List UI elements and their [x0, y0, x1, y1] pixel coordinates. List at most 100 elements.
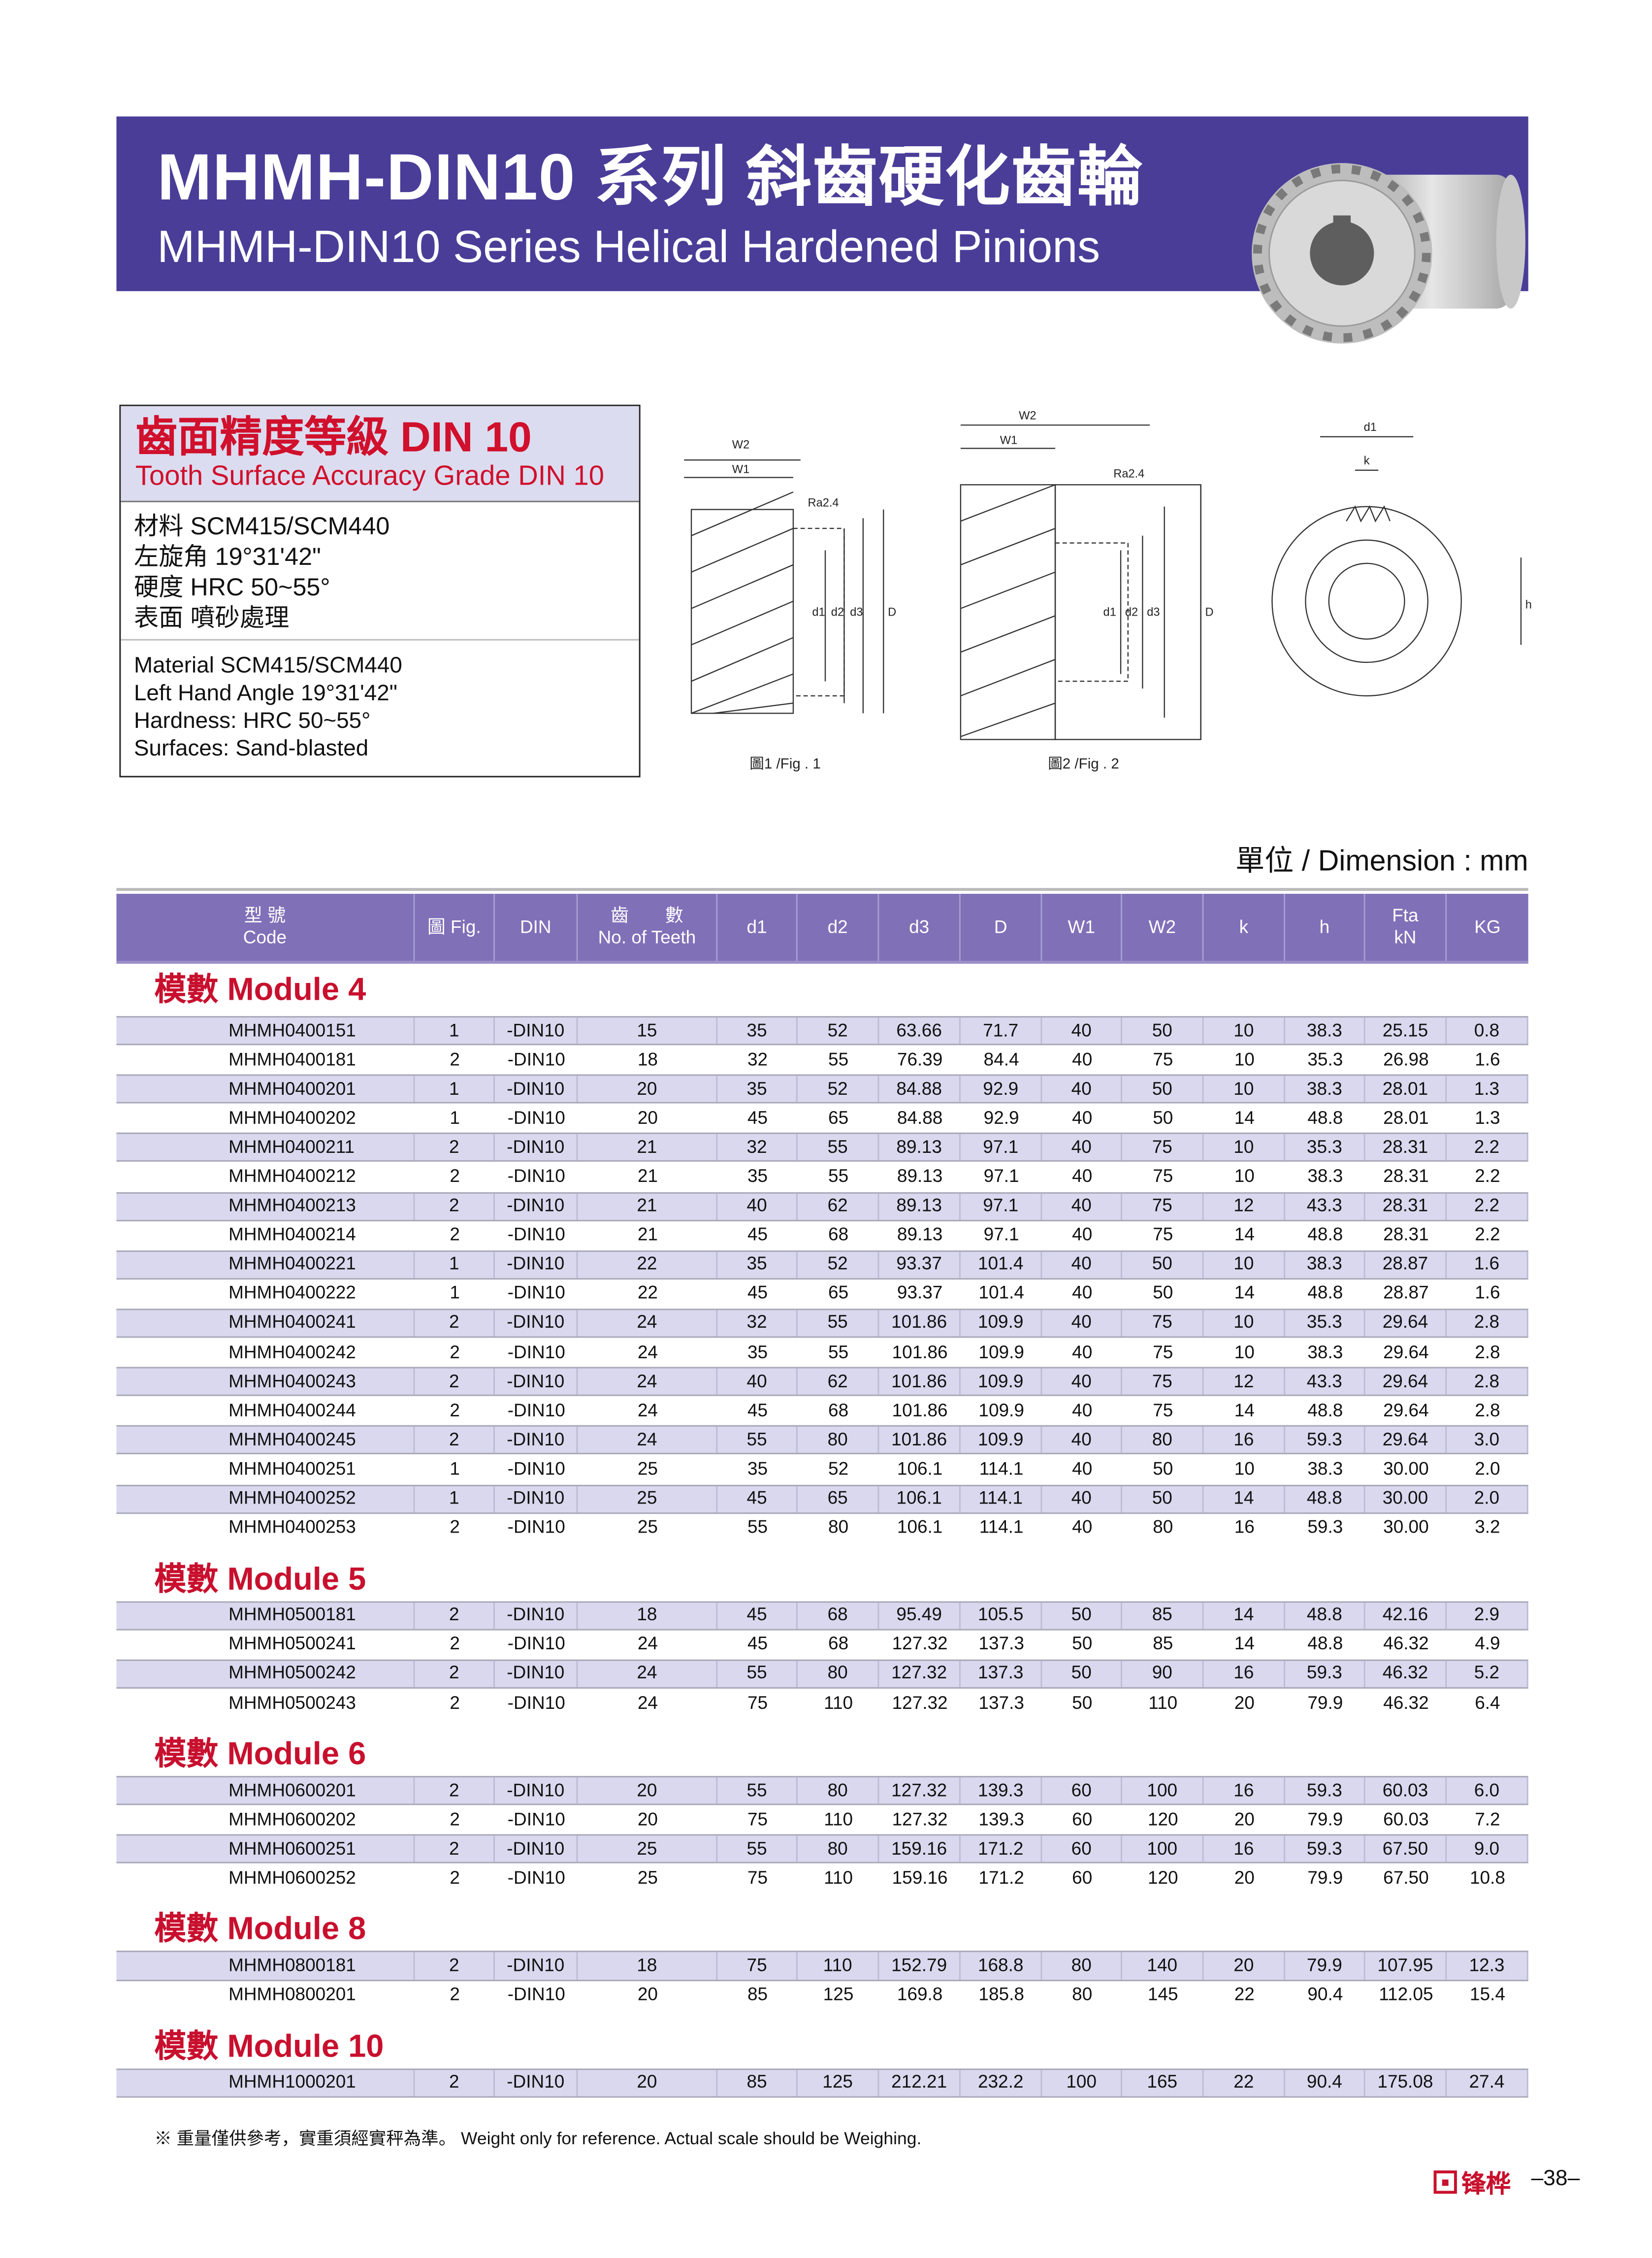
- fig2-w1-label: W1: [1000, 434, 1017, 447]
- table-row: MHMH0600202 2 -DIN10 20 75 110 127.32 139.3 60 12…: [116, 1805, 1528, 1834]
- table-cell: 48.8: [1307, 1634, 1343, 1654]
- table-cell: 60: [1042, 1836, 1122, 1863]
- fig1-ra-label: Ra2.4: [808, 497, 839, 510]
- table-cell: 27.4: [1447, 2069, 1528, 2096]
- table-cell: 10.8: [1469, 1867, 1505, 1888]
- table-cell: 185.8: [978, 1984, 1024, 2005]
- table-cell: -DIN10: [507, 1984, 565, 2005]
- table-cell: 84.88: [897, 1107, 943, 1128]
- product-code-cell: MHMH0500181: [116, 1602, 415, 1629]
- table-cell: 20: [1204, 1953, 1286, 1979]
- fig1-d1-label: d1: [812, 606, 825, 619]
- table-cell: 109.9: [961, 1310, 1042, 1337]
- column-header-en: 圖 Fig.: [427, 916, 481, 937]
- table-cell: 93.37: [879, 1251, 961, 1278]
- table-cell: 63.66: [879, 1017, 961, 1044]
- table-cell: 2: [415, 2069, 495, 2096]
- table-cell: 89.13: [897, 1166, 943, 1187]
- table-cell: 75: [1153, 1342, 1173, 1362]
- table-cell: 76.39: [897, 1049, 943, 1070]
- table-cell: 1.3: [1447, 1076, 1528, 1103]
- table-cell: 101.86: [879, 1427, 961, 1454]
- table-cell: 28.01: [1383, 1107, 1429, 1128]
- table-cell: 16: [1204, 1427, 1286, 1454]
- table-cell: 75: [1153, 1400, 1173, 1421]
- table-cell: 59.3: [1285, 1427, 1365, 1454]
- column-header-en: DIN: [519, 916, 551, 937]
- table-cell: 127.32: [892, 1692, 948, 1713]
- table-cell: 24: [578, 1427, 718, 1454]
- table-row: MHMH0400222 1 -DIN10 22 45 65 93.37 101.4 40 50 14…: [116, 1279, 1528, 1309]
- table-cell: 68: [828, 1400, 849, 1421]
- table-cell: 35: [747, 1342, 768, 1362]
- spec-angle-zh: 左旋角 19°31'42": [133, 543, 321, 571]
- product-code-cell: MHMH0400244: [228, 1400, 356, 1421]
- table-cell: 105.5: [961, 1602, 1042, 1629]
- table-cell: 40: [1072, 1458, 1093, 1479]
- table-cell: 38.3: [1285, 1251, 1365, 1278]
- table-cell: 159.16: [892, 1867, 948, 1888]
- table-cell: 169.8: [897, 1984, 943, 2005]
- table-cell: 89.13: [897, 1224, 943, 1245]
- column-header-en: Code: [243, 927, 287, 948]
- table-row: MHMH0400243 2 -DIN10 24 40 62 101.86 109.9 40 75 1…: [116, 1367, 1528, 1397]
- table-cell: 14: [1204, 1485, 1286, 1512]
- figure-2: [960, 424, 1201, 740]
- table-cell: 2: [415, 1602, 495, 1629]
- table-cell: 2.8: [1447, 1310, 1528, 1337]
- table-cell: 75: [747, 1867, 768, 1888]
- table-cell: 14: [1234, 1283, 1255, 1304]
- table-cell: 75: [1122, 1134, 1204, 1161]
- table-cell: 67.50: [1365, 1836, 1447, 1863]
- table-cell: 1.3: [1475, 1107, 1500, 1128]
- end-k-label: k: [1364, 455, 1370, 467]
- table-cell: 43.3: [1285, 1193, 1365, 1220]
- table-cell: 45: [747, 1283, 768, 1304]
- table-cell: 20: [637, 1984, 658, 2005]
- table-cell: 28.31: [1365, 1193, 1447, 1220]
- product-code-cell: MHMH0400181: [228, 1049, 356, 1070]
- table-cell: 145: [1147, 1984, 1178, 2005]
- table-cell: 25.15: [1365, 1017, 1447, 1044]
- product-code-cell: MHMH0400242: [228, 1342, 356, 1362]
- table-cell: 45: [747, 1224, 768, 1245]
- table-cell: 40: [1072, 1400, 1093, 1421]
- table-cell: -DIN10: [495, 1134, 578, 1161]
- column-header-en: KG: [1474, 916, 1501, 937]
- column-header-en: W2: [1148, 916, 1176, 937]
- table-cell: -DIN10: [495, 1661, 578, 1687]
- column-header: W1: [1042, 893, 1122, 961]
- product-code-cell: MHMH0600202: [228, 1809, 356, 1830]
- table-row: MHMH0400244 2 -DIN10 24 45 68 101.86 109.9 40 75 1…: [116, 1396, 1528, 1425]
- table-cell: 1: [450, 1283, 460, 1304]
- table-cell: 2.0: [1475, 1458, 1500, 1479]
- table-cell: 25: [578, 1485, 718, 1512]
- table-cell: 12: [1204, 1193, 1286, 1220]
- table-cell: 48.8: [1307, 1107, 1343, 1128]
- column-header: h: [1285, 893, 1365, 961]
- product-code-cell: MHMH0400211: [116, 1134, 415, 1161]
- table-cell: 40: [1072, 1107, 1093, 1128]
- table-cell: 52: [798, 1251, 879, 1278]
- table-cell: 59.3: [1285, 1777, 1365, 1804]
- column-header-en: W1: [1068, 916, 1095, 937]
- table-cell: -DIN10: [507, 1517, 565, 1538]
- table-cell: 45: [747, 1400, 768, 1421]
- table-cell: 125: [798, 2069, 879, 2096]
- table-cell: 68: [828, 1634, 849, 1654]
- table-cell: 212.21: [879, 2069, 961, 2096]
- table-cell: 20: [1234, 1692, 1255, 1713]
- table-cell: -DIN10: [507, 1400, 565, 1421]
- table-cell: 25: [578, 1836, 718, 1863]
- table-cell: 10: [1204, 1251, 1286, 1278]
- table-cell: 40: [1072, 1049, 1093, 1070]
- table-cell: -DIN10: [495, 1485, 578, 1512]
- table-cell: 38.3: [1307, 1342, 1343, 1362]
- table-cell: 75: [1122, 1193, 1204, 1220]
- table-cell: 101.86: [879, 1368, 961, 1395]
- table-cell: 60: [1072, 1809, 1093, 1830]
- product-code-cell: MHMH0600201: [116, 1777, 415, 1804]
- fig1-caption: 圖1 /Fig . 1: [749, 756, 821, 772]
- table-cell: 35: [747, 1166, 768, 1187]
- table-cell: 6.0: [1447, 1777, 1528, 1804]
